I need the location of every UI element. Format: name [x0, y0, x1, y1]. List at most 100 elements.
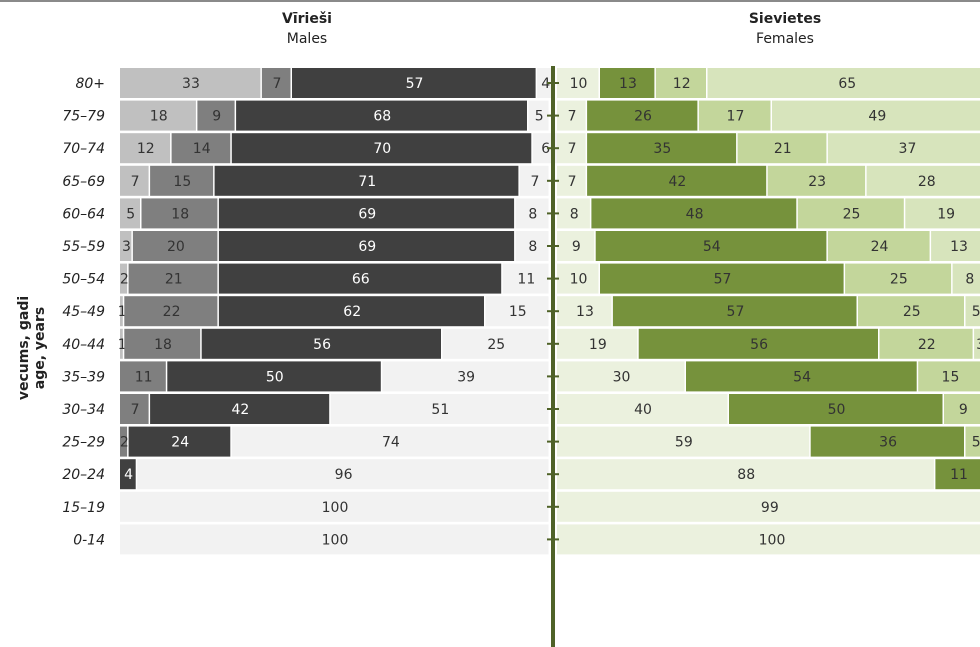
female-value-label: 88 — [737, 467, 755, 483]
male-bar-segment — [120, 491, 549, 522]
female-value-label: 26 — [634, 109, 652, 125]
male-value-label: 21 — [165, 272, 183, 288]
female-value-label: 24 — [871, 239, 889, 255]
female-value-label: 12 — [673, 76, 691, 92]
female-bar-segment — [557, 459, 934, 490]
male-value-label: 18 — [154, 337, 172, 353]
male-value-label: 100 — [322, 500, 349, 516]
male-value-label: 11 — [517, 272, 535, 288]
female-bar-segment — [557, 394, 728, 424]
female-value-label: 59 — [675, 435, 693, 451]
male-value-label: 69 — [358, 206, 376, 222]
female-bar-segment — [698, 100, 771, 131]
male-value-label: 7 — [131, 402, 140, 418]
male-value-label: 4 — [541, 76, 550, 92]
female-value-label: 54 — [793, 369, 811, 385]
male-value-label: 57 — [406, 76, 424, 92]
female-bar-segment — [557, 133, 586, 164]
male-value-label: 62 — [343, 304, 361, 320]
male-bar-segment — [330, 394, 549, 424]
female-value-label: 100 — [759, 532, 786, 548]
male-value-label: 100 — [322, 532, 349, 548]
male-value-label: 24 — [171, 435, 189, 451]
male-bar-segment — [197, 100, 235, 131]
female-bar-segment — [810, 426, 964, 457]
female-value-label: 8 — [570, 206, 579, 222]
male-value-label: 8 — [528, 206, 537, 222]
female-value-label: 25 — [903, 304, 921, 320]
female-bar-segment — [638, 328, 878, 359]
female-bar-segment — [655, 68, 706, 98]
male-value-label: 74 — [382, 435, 400, 451]
female-bar-segment — [557, 491, 980, 522]
male-bar-segment — [382, 361, 549, 392]
male-bar-segment — [167, 361, 381, 392]
male-value-label: 3 — [122, 239, 131, 255]
female-value-label: 11 — [950, 467, 968, 483]
female-bar-segment — [595, 231, 827, 261]
female-bar-segment — [974, 328, 980, 359]
male-bar-segment — [537, 68, 553, 98]
male-bar-segment — [485, 296, 549, 327]
male-bar-segment — [515, 231, 549, 261]
female-bar-segment — [827, 133, 980, 164]
male-value-label: 5 — [126, 206, 135, 222]
male-bar-segment — [236, 100, 527, 131]
male-bar-segment — [120, 361, 166, 392]
female-value-label: 5 — [972, 435, 980, 451]
female-bar-segment — [557, 100, 586, 131]
male-value-label: 42 — [231, 402, 249, 418]
age-label: 70–74 — [62, 141, 105, 157]
male-bar-segment — [120, 328, 123, 359]
female-bar-segment — [827, 231, 930, 261]
female-bar-segment — [858, 296, 964, 327]
male-value-label: 2 — [120, 272, 129, 288]
male-value-label: 8 — [528, 239, 537, 255]
female-bar-segment — [600, 68, 655, 98]
male-value-label: 6 — [541, 141, 550, 157]
female-value-label: 9 — [572, 239, 581, 255]
female-value-label: 35 — [653, 141, 671, 157]
male-value-label: 7 — [131, 174, 140, 190]
female-value-label: 65 — [838, 76, 856, 92]
male-bar-segment — [137, 459, 549, 490]
male-value-label: 71 — [358, 174, 376, 190]
male-bar-segment — [120, 198, 140, 229]
male-bar-segment — [120, 263, 128, 294]
female-value-label: 57 — [714, 272, 732, 288]
female-bar-segment — [557, 328, 638, 359]
male-value-label: 14 — [193, 141, 211, 157]
female-bar-segment — [557, 68, 599, 98]
male-bar-segment — [120, 68, 261, 98]
male-bar-segment — [124, 296, 218, 327]
male-value-label: 18 — [150, 109, 168, 125]
female-value-label: 23 — [808, 174, 826, 190]
female-value-label: 10 — [570, 272, 588, 288]
female-bar-segment — [587, 100, 698, 131]
female-value-label: 56 — [750, 337, 768, 353]
female-value-label: 8 — [965, 272, 974, 288]
female-bar-segment — [587, 133, 737, 164]
female-bar-segment — [557, 198, 590, 229]
female-value-label: 57 — [727, 304, 745, 320]
male-bar-segment — [218, 231, 515, 261]
female-value-label: 7 — [568, 174, 577, 190]
male-value-label: 70 — [373, 141, 391, 157]
male-bar-segment — [292, 68, 536, 98]
male-value-label: 50 — [266, 369, 284, 385]
male-bar-segment — [528, 100, 549, 131]
male-bar-segment — [128, 263, 218, 294]
female-bar-segment — [918, 361, 980, 392]
female-bar-segment — [767, 165, 866, 196]
male-bar-segment — [120, 459, 136, 490]
male-bar-segment — [519, 165, 549, 196]
male-bar-segment — [231, 133, 532, 164]
y-axis-label-en: age, years — [32, 307, 48, 389]
female-value-label: 25 — [890, 272, 908, 288]
male-value-label: 20 — [167, 239, 185, 255]
male-value-label: 96 — [335, 467, 353, 483]
female-value-label: 30 — [613, 369, 631, 385]
female-bar-segment — [600, 263, 844, 294]
female-bar-segment — [866, 165, 980, 196]
female-value-label: 7 — [568, 109, 577, 125]
